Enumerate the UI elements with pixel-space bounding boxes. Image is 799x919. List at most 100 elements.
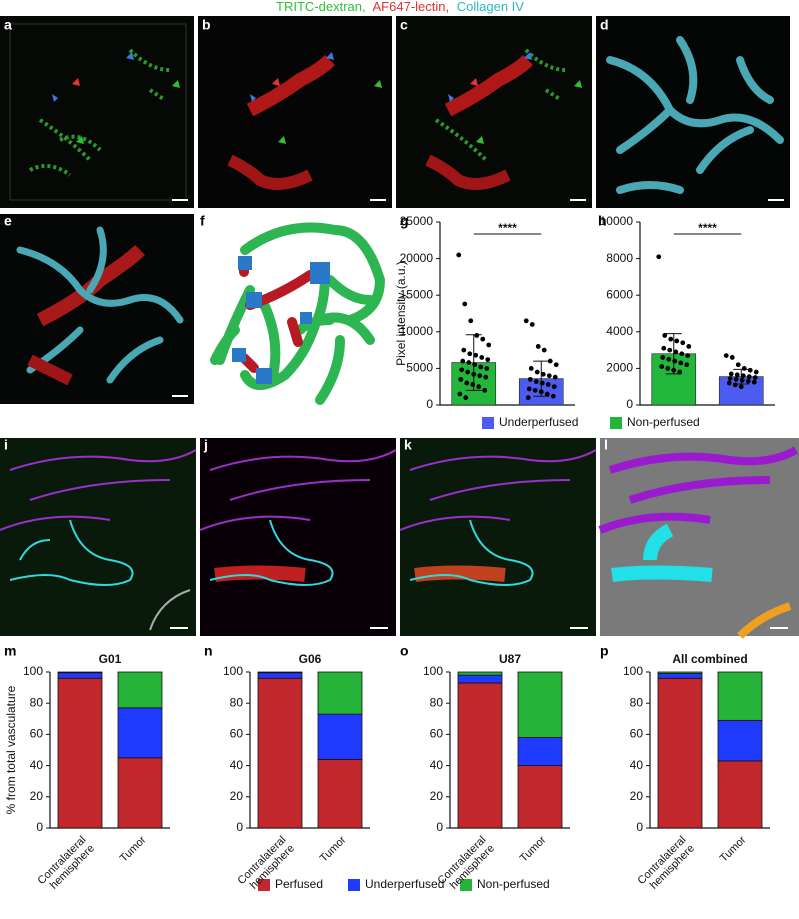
panel-label: a (4, 17, 12, 33)
data-point (660, 355, 666, 360)
y-tick-label: 6000 (606, 287, 633, 301)
data-point (665, 366, 671, 371)
y-tick-label: 40 (30, 758, 44, 772)
data-point (747, 367, 753, 373)
bar-segment (717, 671, 763, 721)
data-point (679, 351, 685, 357)
panel-label: j (203, 437, 208, 453)
data-point (535, 344, 541, 349)
data-point (465, 369, 471, 375)
y-tick-label: 40 (430, 758, 444, 772)
data-point (738, 384, 744, 390)
bar-segment (317, 758, 363, 829)
data-point (458, 376, 464, 382)
data-point (533, 379, 539, 384)
y-tick-label: 8000 (606, 251, 633, 265)
bar-segment (457, 682, 503, 829)
data-point (739, 377, 745, 383)
image-j (199, 438, 397, 636)
data-point (728, 371, 734, 377)
data-point (538, 389, 544, 395)
image-i (0, 438, 197, 636)
bar-segment (317, 713, 363, 760)
bar-segment (257, 672, 303, 679)
legend-swatch (460, 879, 472, 891)
panel-label: e (4, 213, 12, 229)
panel-label: n (204, 643, 213, 659)
bar-segment (257, 677, 303, 829)
data-point (745, 378, 751, 384)
data-point (478, 364, 484, 370)
y-tick-label: 0 (36, 820, 43, 834)
data-point (545, 382, 551, 387)
legend-swatch (482, 417, 494, 429)
chart-title: U87 (499, 652, 521, 666)
y-tick-label: 100 (223, 664, 243, 678)
legend-label: Perfused (275, 877, 323, 891)
data-point (527, 376, 533, 382)
image-k (399, 438, 597, 636)
data-point (673, 349, 679, 355)
y-tick-label: 80 (630, 695, 644, 709)
data-point (685, 353, 691, 358)
data-point (726, 380, 732, 386)
panel-label: f (200, 213, 205, 229)
header-part: TRITC-dextran, (276, 0, 366, 14)
y-tick-label: 60 (230, 727, 244, 741)
data-point (471, 371, 477, 377)
data-point (477, 373, 483, 379)
bar-segment (457, 674, 503, 684)
data-point (532, 387, 538, 393)
data-point (483, 374, 489, 380)
data-point (746, 374, 752, 380)
data-point (544, 391, 550, 397)
data-point (459, 367, 465, 373)
data-point (539, 380, 545, 386)
data-point (466, 360, 472, 365)
y-tick-label: 60 (630, 727, 644, 741)
data-point (525, 395, 531, 401)
header-part: AF647-lectin, (373, 0, 450, 14)
data-point (662, 333, 668, 338)
y-tick-label: 15000 (400, 287, 434, 301)
y-tick-label: 80 (430, 695, 444, 709)
bar-segment (57, 677, 103, 829)
legend-label: Underperfused (365, 877, 444, 891)
y-tick-label: 0 (426, 397, 433, 411)
y-tick-label: 0 (636, 820, 643, 834)
data-point (457, 391, 463, 397)
data-point (529, 322, 535, 327)
panel-label: c (400, 17, 408, 33)
bar-segment (517, 765, 563, 829)
data-point (474, 333, 480, 338)
bar-segment (517, 737, 563, 767)
data-point (732, 382, 738, 388)
y-tick-label: 60 (430, 727, 444, 741)
y-tick-label: 80 (30, 695, 44, 709)
image-a (0, 16, 194, 208)
y-tick-label: 0 (436, 820, 443, 834)
data-point (680, 340, 686, 346)
data-point (667, 347, 673, 353)
y-tick-label: 20 (430, 789, 444, 803)
data-point (534, 369, 540, 375)
panel-label: d (600, 17, 609, 33)
data-point (656, 254, 662, 260)
y-tick-label: 2000 (606, 361, 633, 375)
data-point (671, 367, 677, 373)
data-point (528, 366, 534, 371)
panel-label: g (400, 213, 409, 229)
panel-label: k (404, 437, 412, 453)
data-point (461, 347, 467, 353)
header: TRITC-dextran, AF647-lectin, Collagen IV (276, 0, 524, 14)
data-point (540, 371, 546, 377)
data-point (729, 355, 735, 360)
y-tick-label: 20 (230, 789, 244, 803)
data-point (541, 347, 547, 353)
data-point (753, 369, 759, 375)
bar-segment (57, 671, 103, 674)
y-axis-label: Pixel intensity (a.u.) (394, 261, 408, 366)
data-point (468, 318, 474, 324)
data-point (482, 387, 488, 393)
legend-label: Underperfused (499, 415, 578, 429)
